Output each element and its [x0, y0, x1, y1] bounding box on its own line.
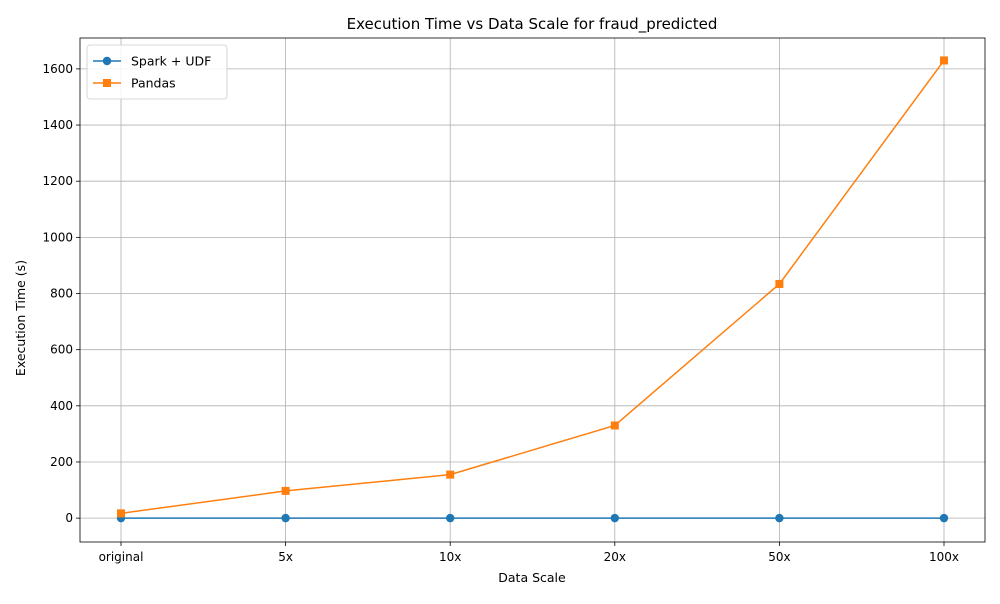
legend: Spark + UDF Pandas [86, 44, 228, 100]
data-point-spark-udf [281, 513, 290, 523]
grid [80, 38, 985, 542]
legend-marker-spark-udf [102, 56, 112, 66]
y-tick-label: 800 [50, 287, 73, 301]
data-point-pandas [281, 486, 290, 495]
legend-label-spark-udf: Spark + UDF [131, 54, 211, 69]
data-point-spark-udf [446, 513, 455, 523]
series-spark-udf [116, 513, 949, 523]
y-tick-label: 600 [50, 343, 73, 357]
chart-title: Execution Time vs Data Scale for fraud_p… [347, 15, 718, 34]
y-tick-label: 1600 [42, 62, 73, 76]
ticks: original 5x 10x 20x 50x 100x 0 200 400 600 800 1000… [42, 62, 959, 564]
data-point-pandas [446, 470, 455, 479]
y-tick-label: 0 [65, 511, 73, 525]
data-point-spark-udf [939, 513, 949, 523]
x-tick-label: original [99, 550, 144, 564]
series-pandas [117, 56, 948, 518]
data-point-spark-udf [775, 513, 784, 523]
y-tick-label: 1000 [42, 230, 73, 244]
data-point-pandas [940, 56, 948, 65]
y-axis-label: Execution Time (s) [13, 260, 28, 376]
legend-label-pandas: Pandas [131, 76, 176, 91]
x-tick-label: 20x [604, 550, 626, 564]
x-tick-label: 50x [768, 550, 790, 564]
legend-marker-pandas [103, 79, 111, 87]
y-tick-label: 200 [50, 455, 73, 469]
series-line-pandas [120, 60, 945, 515]
data-point-pandas [117, 509, 125, 518]
data-point-pandas [610, 421, 619, 430]
y-tick-label: 1400 [42, 118, 73, 132]
plot-frame [79, 37, 986, 543]
series-layer [116, 56, 949, 523]
data-point-pandas [775, 279, 784, 288]
x-tick-label: 10x [439, 550, 461, 564]
x-tick-label: 5x [278, 550, 293, 564]
legend-box [86, 44, 228, 100]
y-tick-label: 400 [50, 399, 73, 413]
x-tick-label: 100x [929, 550, 959, 564]
data-point-spark-udf [610, 513, 619, 523]
x-axis-label: Data Scale [498, 570, 566, 585]
y-tick-label: 1200 [42, 174, 73, 188]
